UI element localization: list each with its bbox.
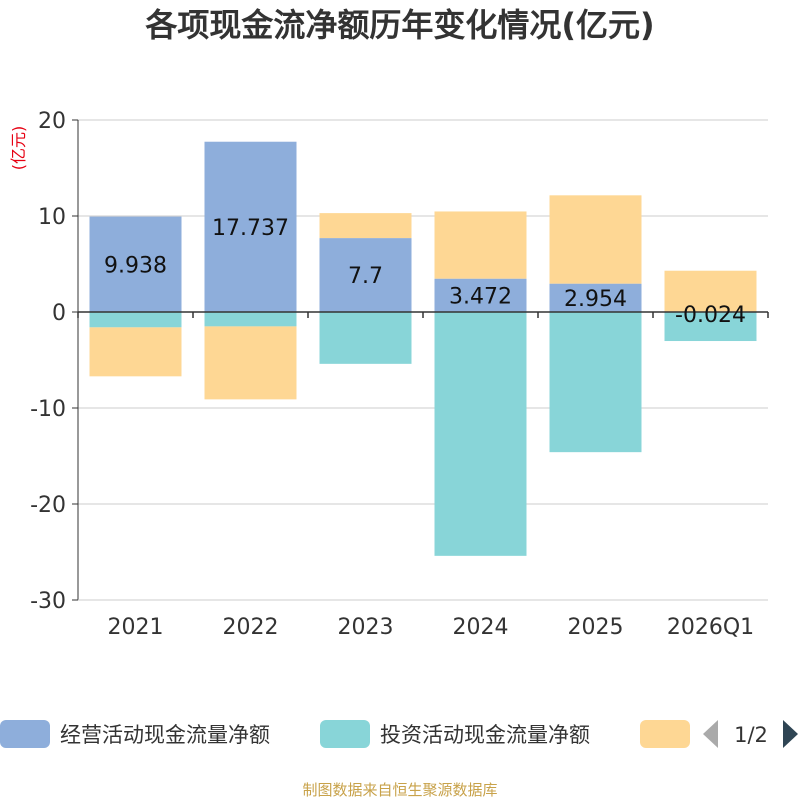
source-note: 制图数据来自恒生聚源数据库 [302, 781, 497, 799]
bar-series2-2021 [89, 312, 182, 328]
x-tick-label: 2021 [108, 615, 164, 640]
y-tick-label: 0 [52, 301, 66, 326]
y-tick-label: 10 [38, 205, 66, 230]
x-tick-label: 2026Q1 [667, 615, 754, 640]
bar-series3-2021 [89, 327, 182, 377]
y-tick-label: -30 [30, 589, 66, 614]
bar-series2-2025 [549, 312, 642, 453]
data-label-2024: 3.472 [449, 284, 512, 309]
bar-series2-2022 [204, 312, 297, 327]
legend-next-page-icon[interactable] [783, 720, 798, 748]
legend-label: 投资活动现金流量净额 [380, 723, 590, 747]
x-tick-label: 2025 [568, 615, 624, 640]
x-tick-label: 2022 [223, 615, 279, 640]
legend-swatch [0, 720, 50, 748]
y-tick-label: -20 [30, 493, 66, 518]
legend-item-1[interactable]: 经营活动现金流量净额 [0, 720, 270, 748]
legend-swatch [320, 720, 370, 748]
bar-series1-2024 [434, 278, 527, 312]
bars [89, 141, 757, 556]
x-axis: 2021 2022 2023 2024 2025 2026Q1 [77, 311, 769, 640]
bar-series2-2026Q1 [664, 312, 757, 342]
legend-label: 经营活动现金流量净额 [60, 723, 270, 747]
legend-swatch [640, 720, 690, 748]
bar-series3-2024 [434, 211, 527, 279]
x-tick-label: 2023 [338, 615, 394, 640]
data-labels: 9.938 17.737 7.7 3.472 2.954 -0.024 [104, 216, 746, 328]
bar-series1-2023 [319, 238, 412, 312]
y-tick-label: -10 [30, 397, 66, 422]
legend-item-2[interactable]: 投资活动现金流量净额 [320, 720, 590, 748]
data-label-2023: 7.7 [348, 264, 383, 289]
bar-series1-2025 [549, 283, 642, 312]
chart-title: 各项现金流净额历年变化情况(亿元) [145, 6, 654, 44]
legend-page-indicator: 1/2 [734, 723, 768, 747]
bar-series3-2025 [549, 195, 642, 284]
data-label-2025: 2.954 [564, 287, 627, 312]
legend-prev-page-icon[interactable] [703, 720, 718, 748]
bar-series3-2026Q1 [664, 270, 757, 312]
legend-item-3[interactable] [640, 720, 690, 748]
bar-series1-2022 [204, 141, 297, 312]
bar-series3-2022 [204, 326, 297, 400]
y-axis-unit: (亿元) [9, 126, 28, 171]
y-tick-label: 20 [38, 109, 66, 134]
y-axis: 20 10 0 -10 -20 -30 [30, 109, 79, 614]
x-tick-label: 2024 [453, 615, 509, 640]
bar-series2-2023 [319, 312, 412, 364]
data-label-2021: 9.938 [104, 253, 167, 278]
bar-series3-2023 [319, 213, 412, 239]
data-label-2026Q1: -0.024 [675, 303, 746, 328]
data-label-2022: 17.737 [212, 216, 289, 241]
bar-series2-2024 [434, 312, 527, 556]
bar-series1-2021 [89, 216, 182, 312]
legend: 经营活动现金流量净额 投资活动现金流量净额 1/2 [0, 720, 798, 748]
